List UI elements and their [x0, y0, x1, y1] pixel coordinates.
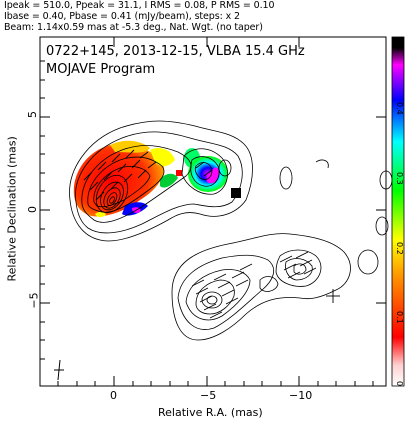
y-tick-minus5: −5: [27, 292, 41, 309]
colorbar-tick-0.1: 0.1: [395, 311, 404, 324]
header-beam-line: Beam: 1.14x0.59 mas at -5.3 deg., Nat. W…: [4, 22, 263, 33]
marker-cross: [326, 289, 340, 303]
program-label: MOJAVE Program: [46, 62, 156, 77]
colorbar-tick-0.4: 0.4: [395, 102, 404, 115]
y-tick-5: 5: [26, 111, 39, 118]
source-epoch-title: 0722+145, 2013-12-15, VLBA 15.4 GHz: [46, 44, 305, 59]
y-axis-label: Relative Declination (mas): [5, 136, 19, 282]
x-tick-minus5: −5: [200, 389, 217, 402]
x-tick-0: 0: [110, 389, 117, 402]
colorbar-tick-0.3: 0.3: [395, 172, 404, 185]
header-base-line: Ibase = 0.40, Pbase = 0.41 (mJy/beam), s…: [4, 11, 240, 22]
colorbar: [391, 36, 405, 387]
axis-ticks: [40, 37, 386, 386]
y-tick-0: 0: [26, 206, 39, 213]
polarization-vectors: [83, 149, 317, 319]
intensity-contours: [69, 120, 393, 341]
beam-symbol: [54, 359, 64, 381]
polarization-color-map: [73, 140, 241, 218]
header-stats-line: Ipeak = 510.0, Ppeak = 31.1, I RMS = 0.0…: [4, 0, 275, 11]
x-tick-minus10: −10: [289, 389, 313, 402]
plot-frame: [39, 36, 387, 387]
colorbar-tick-0: 0: [395, 381, 404, 387]
colorbar-tick-0.2: 0.2: [395, 242, 404, 255]
colorbar-tick-0.5: 0.5: [395, 38, 404, 51]
x-axis-label: Relative R.A. (mas): [158, 406, 263, 419]
